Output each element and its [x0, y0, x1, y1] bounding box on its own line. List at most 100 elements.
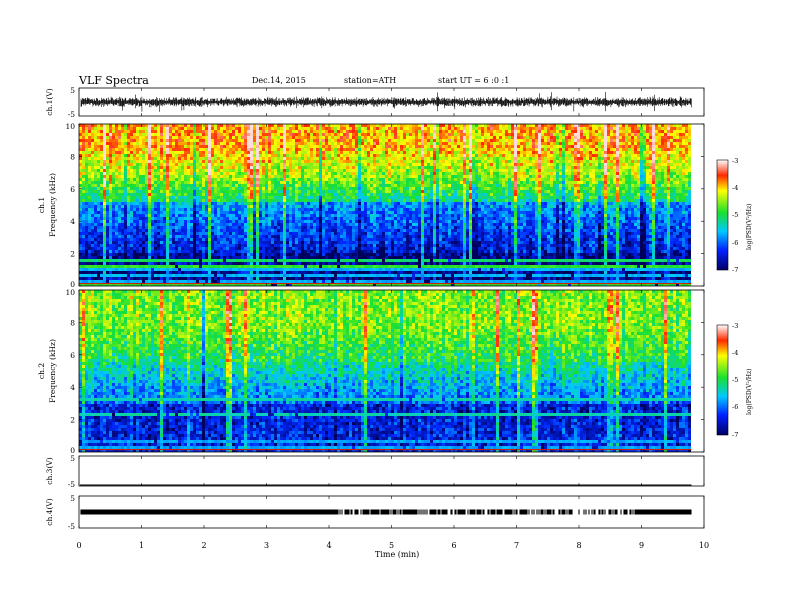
ch1-spectrogram-cell — [136, 145, 139, 148]
ch1-spectrogram-cell — [160, 166, 163, 169]
ch1-spectrogram-cell — [229, 145, 232, 148]
ch1-spectrogram-cell — [397, 136, 400, 139]
ch1-spectrogram-cell — [499, 133, 502, 136]
ch1-spectrogram-cell — [451, 145, 454, 148]
ch1-spectrogram-cell — [277, 148, 280, 151]
ch1-spectrogram-cell — [268, 184, 271, 187]
ch1-spectrogram-cell — [433, 139, 436, 142]
ch1-spectrogram-cell — [343, 181, 346, 184]
ch1-spectrogram-cell — [499, 124, 502, 127]
ch1-spectrogram-cell — [685, 163, 688, 166]
ch1-spectrogram-cell — [286, 157, 289, 160]
ch1-spectrogram-cell — [286, 181, 289, 184]
ch1-spectrogram-cell — [298, 142, 301, 145]
ch1-spectrogram-cell — [136, 187, 139, 190]
ch1-spectrogram-cell — [625, 163, 628, 166]
ch1-spectrogram-cell — [382, 172, 385, 175]
ch1-spectrogram-cell — [391, 193, 394, 196]
ch1-spectrogram-cell — [160, 154, 163, 157]
ch1-spectrogram-cell — [562, 184, 565, 187]
ch1-spectrogram-cell — [331, 193, 334, 196]
ch1-spectrogram-cell — [250, 196, 253, 199]
ch1-spectrogram-cell — [574, 127, 577, 130]
ch1-spectrogram-cell — [262, 154, 265, 157]
ch1-spectrogram-cell — [481, 160, 484, 163]
ch1-spectrogram-cell — [565, 190, 568, 193]
ch1-spectrogram-cell — [205, 139, 208, 142]
ch1-spectrogram-cell — [436, 193, 439, 196]
ch1-spectrogram-cell — [181, 136, 184, 139]
ch1-spectrogram-cell — [442, 139, 445, 142]
ch1-spectrogram-cell — [352, 172, 355, 175]
ch1-spectrogram-cell — [478, 157, 481, 160]
ch1-spectrogram-cell — [478, 163, 481, 166]
ch1-spectrogram-cell — [598, 157, 601, 160]
ch1-spectrogram-cell — [265, 193, 268, 196]
ch1-spectrogram-cell — [205, 178, 208, 181]
ch1-spectrogram-cell — [460, 169, 463, 172]
ch1-spectrogram-cell — [100, 139, 103, 142]
ch1-spectrogram-cell — [532, 127, 535, 130]
ch1-spectrogram-cell — [157, 193, 160, 196]
ch1-spectrogram-cell — [391, 172, 394, 175]
ch1-spectrogram-cell — [238, 187, 241, 190]
ch1-spectrogram-cell — [184, 175, 187, 178]
ch1-spectrogram-cell — [544, 184, 547, 187]
ch1-spectrogram-cell — [556, 169, 559, 172]
ch1-spectrogram-cell — [400, 184, 403, 187]
ch1-spectrogram-cell — [166, 145, 169, 148]
ch1-spectrogram-cell — [118, 196, 121, 199]
ch1-spectrogram-cell — [526, 184, 529, 187]
ch1-spectrogram-cell — [112, 175, 115, 178]
ch1-spectrogram-cell — [241, 169, 244, 172]
ch1-spectrogram-cell — [613, 151, 616, 154]
ch1-spectrogram-cell — [397, 163, 400, 166]
ch1-spectrogram-cell — [409, 148, 412, 151]
ch1-spectrogram-cell — [424, 133, 427, 136]
ch1-spectrogram-cell — [289, 130, 292, 133]
ch1-spectrogram-cell — [394, 181, 397, 184]
ch1-spectrogram-cell — [277, 184, 280, 187]
ch1-spectrogram-cell — [586, 136, 589, 139]
ch1-spectrogram-cell — [94, 178, 97, 181]
ch1-spectrogram-cell — [649, 175, 652, 178]
ch1-spectrogram-cell — [199, 169, 202, 172]
ch1-spectrogram-cell — [478, 190, 481, 193]
ch1-spectrogram-cell — [427, 163, 430, 166]
ch1-spectrogram-cell — [316, 193, 319, 196]
ch1-spectrogram-cell — [550, 193, 553, 196]
ch1-spectrogram-cell — [247, 136, 250, 139]
ch1-spectrogram-cell — [310, 136, 313, 139]
ch1-spectrogram-cell — [88, 133, 91, 136]
ch1-spectrogram-cell — [418, 187, 421, 190]
ch1-spectrogram-cell — [655, 157, 658, 160]
ch1-spectrogram-cell — [670, 133, 673, 136]
ch1-spectrogram-cell — [613, 142, 616, 145]
ch1-spectrogram-cell — [391, 157, 394, 160]
ch1-spectrogram-cell — [82, 181, 85, 184]
ch1-spectrogram-cell — [436, 178, 439, 181]
ch1-spectrogram-cell — [217, 163, 220, 166]
ch1-spectrogram-cell — [586, 178, 589, 181]
ch1-spectrogram-cell — [598, 145, 601, 148]
ch1-spectrogram-cell — [472, 154, 475, 157]
ch1-spectrogram-cell — [664, 139, 667, 142]
ch1-spectrogram-cell — [181, 130, 184, 133]
ch1-spectrogram-cell — [472, 163, 475, 166]
ch1-spectrogram-cell — [544, 157, 547, 160]
ch1-spectrogram-cell — [523, 148, 526, 151]
ch1-spectrogram-cell — [322, 175, 325, 178]
ch1-spectrogram-cell — [334, 187, 337, 190]
ch1-spectrogram-cell — [328, 154, 331, 157]
ch1-spectrogram-cell — [352, 181, 355, 184]
ch1-spectrogram-cell — [412, 163, 415, 166]
ch1-spectrogram-cell — [547, 184, 550, 187]
ch1-spectrogram-cell — [625, 154, 628, 157]
ch1-spectrogram-cell — [199, 124, 202, 127]
ch1-spectrogram-cell — [184, 160, 187, 163]
ch1-spectrogram-cell — [421, 151, 424, 154]
ch1-spectrogram-cell — [169, 181, 172, 184]
ch1-spectrogram-cell — [226, 187, 229, 190]
ch1-spectrogram-cell — [625, 133, 628, 136]
ch1-spectrogram-cell — [361, 175, 364, 178]
